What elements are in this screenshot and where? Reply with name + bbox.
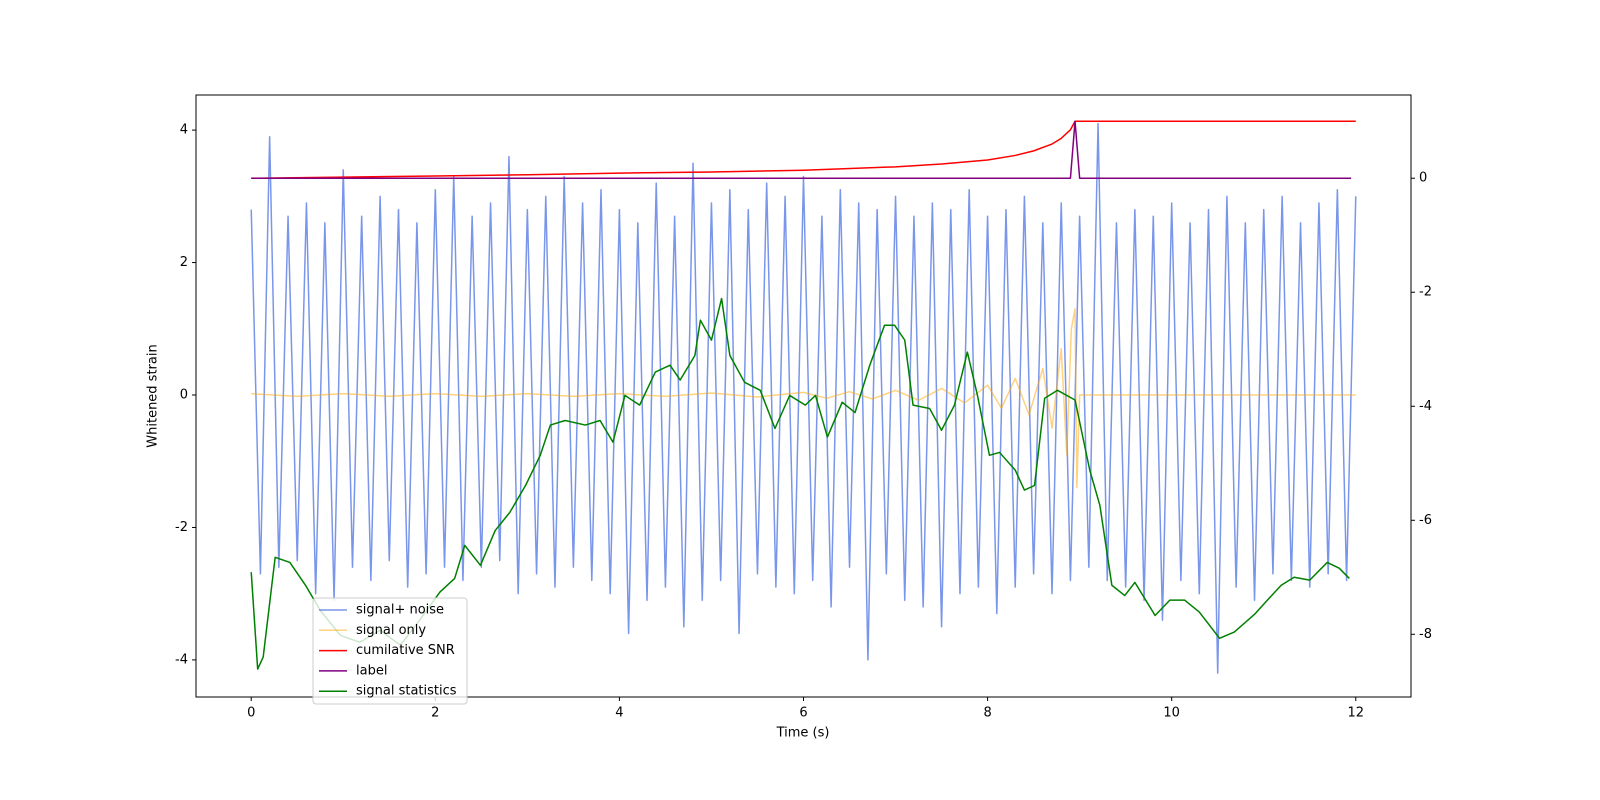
series-line xyxy=(251,120,1352,179)
x-tick-label: 0 xyxy=(247,706,255,721)
series-line xyxy=(251,120,1356,179)
y-tick-label: -4 xyxy=(175,652,188,667)
y-tick-label: 2 xyxy=(180,255,188,270)
y2-tick-label: 0 xyxy=(1419,171,1427,186)
x-tick-label: 2 xyxy=(431,706,439,721)
legend: signal+ noise signal only cumilative SNR la… xyxy=(312,597,468,705)
y2-tick-label: -4 xyxy=(1419,399,1432,414)
legend-label: cumilative SNR xyxy=(356,643,455,658)
x-tick-label: 10 xyxy=(1163,706,1180,721)
x-tick-label: 8 xyxy=(983,706,991,721)
y-tick-label: 4 xyxy=(180,123,188,138)
y-axis-label: Whitened strain xyxy=(146,344,161,447)
y-tick-label: -2 xyxy=(175,520,188,535)
series-line xyxy=(250,122,1357,674)
series-line xyxy=(250,297,1350,670)
y2-tick-label: -8 xyxy=(1419,627,1432,642)
plot-frame xyxy=(195,94,1412,698)
x-axis-label: Time (s) xyxy=(776,726,830,741)
legend-label: signal only xyxy=(356,623,426,638)
y-tick-label: 0 xyxy=(180,388,188,403)
legend-label: signal statistics xyxy=(356,684,457,699)
y2-tick-label: -6 xyxy=(1419,513,1432,528)
legend-label: signal+ noise xyxy=(356,603,444,618)
legend-box xyxy=(312,597,468,705)
x-tick-label: 4 xyxy=(615,706,623,721)
y2-tick-label: -2 xyxy=(1419,285,1432,300)
plot-area xyxy=(250,120,1357,674)
x-tick-label: 6 xyxy=(799,706,807,721)
x-tick-label: 12 xyxy=(1347,706,1364,721)
legend-label: label xyxy=(356,663,387,678)
series-line xyxy=(251,308,1356,489)
